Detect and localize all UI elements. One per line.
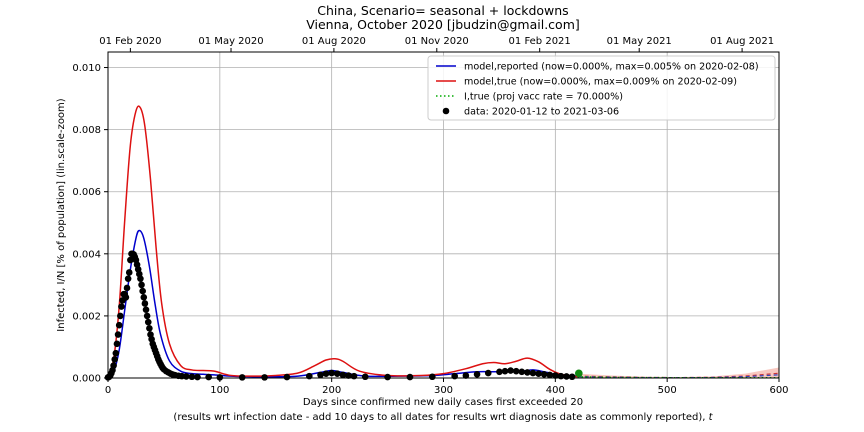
data-point: [123, 284, 131, 292]
data-point: [111, 356, 119, 363]
data-point: [141, 300, 149, 307]
x-axis-ticks: 0 100 200 300 400 500 600: [105, 378, 789, 396]
data-point: [117, 312, 124, 320]
data-points: [104, 250, 583, 381]
data-point: [339, 371, 347, 379]
top-tick-label: 01 May 2021: [607, 36, 672, 47]
data-point: [115, 321, 123, 329]
data-point: [142, 306, 150, 313]
data-point: [238, 374, 246, 381]
series-line-1: [107, 105, 578, 378]
data-point: [501, 367, 509, 375]
data-point: [507, 367, 514, 374]
x-axis-note-var: t: [709, 412, 714, 423]
top-tick-label: 01 Aug 2020: [302, 36, 366, 47]
y-tick-label: 0.000: [72, 374, 101, 385]
x-tick-label: 300: [434, 385, 453, 396]
y-tick-label: 0.002: [72, 311, 101, 322]
data-point: [518, 368, 526, 376]
data-point: [125, 269, 133, 276]
data-point: [333, 370, 341, 377]
data-point: [113, 340, 121, 348]
x-tick-label: 0: [105, 385, 111, 396]
data-point: [568, 373, 576, 381]
top-tick-label: 01 May 2020: [198, 36, 263, 47]
legend-label-1: model,true (now=0.000%, max=0.009% on 20…: [464, 77, 737, 88]
x-tick-label: 200: [322, 385, 341, 396]
legend-box: [427, 55, 776, 121]
data-point: [406, 373, 414, 381]
data-point: [143, 312, 151, 320]
current-marker: [575, 369, 583, 378]
x-axis-note: (results wrt infection date - add 10 day…: [173, 412, 713, 423]
top-tick-label: 01 Aug 2021: [710, 36, 774, 47]
chart-title: China, Scenario= seasonal + lockdowns: [317, 3, 568, 18]
data-point: [529, 369, 537, 377]
y-axis-ticks: 0.000 0.002 0.004 0.006 0.008 0.010: [72, 63, 108, 385]
data-point: [124, 275, 132, 282]
data-point: [261, 374, 268, 381]
data-point: [496, 368, 503, 376]
data-point: [384, 373, 391, 381]
data-point: [552, 372, 559, 379]
data-point: [512, 367, 520, 375]
data-point: [205, 373, 212, 381]
data-point: [140, 293, 148, 301]
y-axis-label: Infected, I/N [% of population] (lin.sca…: [56, 98, 67, 331]
top-axis-ticks: 01 Feb 2020 01 May 2020 01 Aug 2020 01 Nov …: [99, 36, 774, 52]
data-point: [138, 281, 145, 289]
legend-label-2: I,true (proj vacc rate = 70.000%): [464, 92, 623, 103]
x-tick-label: 500: [658, 385, 677, 396]
data-point: [484, 369, 492, 377]
data-point: [345, 372, 352, 379]
y-tick-label: 0.004: [72, 249, 101, 260]
y-tick-label: 0.010: [72, 63, 101, 74]
y-tick-label: 0.008: [72, 125, 101, 136]
legend: model,reported (now=0.000%, max=0.005% o…: [427, 55, 776, 121]
x-axis-note-text: (results wrt infection date - add 10 day…: [173, 412, 708, 423]
data-point: [146, 325, 153, 332]
series-line-0: [107, 229, 578, 378]
data-point: [540, 370, 548, 378]
data-point: [194, 373, 201, 381]
data-point: [118, 303, 125, 310]
data-point: [216, 374, 224, 381]
data-point: [535, 370, 542, 377]
top-tick-label: 01 Nov 2020: [405, 36, 469, 47]
chart-subtitle: Vienna, October 2020 [jbudzin@gmail.com]: [306, 17, 580, 32]
data-point: [328, 369, 335, 377]
data-point: [524, 369, 531, 376]
legend-label-data: data: 2020-01-12 to 2021-03-06: [464, 107, 619, 118]
x-axis-label: Days since confirmed new daily cases fir…: [303, 397, 583, 408]
data-point: [317, 371, 324, 379]
data-point: [112, 349, 120, 357]
x-tick-label: 100: [210, 385, 229, 396]
x-tick-label: 600: [769, 385, 788, 396]
projection-band: [577, 367, 780, 379]
data-point: [473, 370, 481, 378]
data-point: [137, 275, 144, 282]
data-point: [283, 373, 291, 381]
top-tick-label: 01 Feb 2021: [509, 36, 571, 47]
data-point: [462, 372, 470, 379]
data-point: [139, 287, 146, 295]
y-tick-label: 0.006: [72, 187, 101, 198]
legend-label-0: model,reported (now=0.000%, max=0.005% o…: [464, 62, 759, 73]
projection-band-area: [577, 367, 779, 378]
data-point: [122, 293, 130, 301]
x-tick-label: 400: [546, 385, 565, 396]
data-point: [361, 373, 369, 381]
legend-swatch-data: [442, 107, 450, 115]
data-point: [144, 318, 152, 326]
top-tick-label: 01 Feb 2020: [99, 36, 161, 47]
data-point: [322, 370, 330, 377]
data-point: [114, 331, 122, 338]
data-point: [110, 362, 117, 369]
data-point: [546, 371, 554, 379]
data-point: [429, 373, 436, 381]
